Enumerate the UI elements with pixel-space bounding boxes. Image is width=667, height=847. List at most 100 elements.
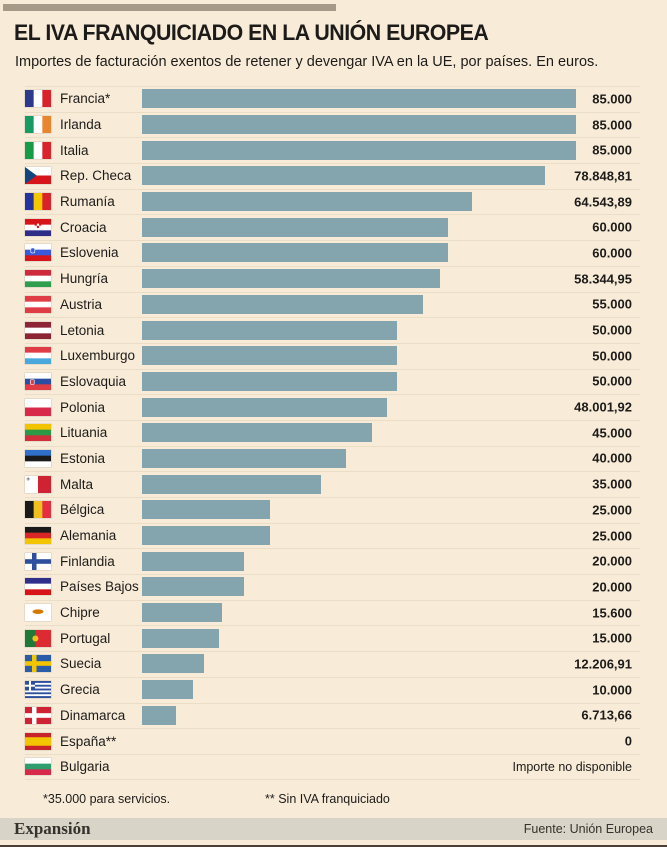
country-label: Finlandia xyxy=(60,553,115,569)
flag-italia-icon xyxy=(25,141,51,159)
bottom-edge-line xyxy=(0,845,667,847)
value-label: 50.000 xyxy=(592,348,632,364)
flag-austria-icon xyxy=(25,295,51,313)
chart-row: Chipre 15.600 xyxy=(0,599,667,626)
value-label: 58.344,95 xyxy=(574,271,632,287)
chart-row: Alemania 25.000 xyxy=(0,522,667,549)
flag-croacia-icon xyxy=(25,218,51,236)
value-bar xyxy=(142,551,245,571)
value-label: 50.000 xyxy=(592,322,632,338)
flag-luxemburgo-icon xyxy=(25,347,51,365)
value-label: 20.000 xyxy=(592,553,632,569)
chart-row: Francia* 85.000 xyxy=(0,86,667,112)
chart-row: Eslovenia 60.000 xyxy=(0,240,667,266)
country-label: Austria xyxy=(60,296,103,312)
bar-track xyxy=(142,371,667,391)
chart-row: Grecia 10.000 xyxy=(0,676,667,703)
chart-row: Rumanía 64.543,89 xyxy=(0,188,667,215)
chart-row: Bulgaria Importe no disponible xyxy=(0,753,667,780)
country-label: Grecia xyxy=(60,682,100,698)
value-bar xyxy=(142,166,545,186)
bar-track xyxy=(142,474,667,494)
footer-bar: Expansión Fuente: Unión Europea xyxy=(0,818,667,840)
chart-row: Italia 85.000 xyxy=(0,137,667,163)
country-label: Eslovaquia xyxy=(60,373,127,389)
source-label: Fuente: Unión Europea xyxy=(523,822,653,836)
value-bar xyxy=(142,654,205,674)
value-bar xyxy=(142,628,219,648)
value-label: 85.000 xyxy=(592,117,632,133)
page-title: EL IVA FRANQUICIADO EN LA UNIÓN EUROPEA xyxy=(14,20,489,45)
country-label: Croacia xyxy=(60,219,107,235)
bar-track xyxy=(142,192,667,212)
bar-track xyxy=(142,115,667,135)
flag-eslovenia-icon xyxy=(25,244,51,262)
country-label: Polonia xyxy=(60,399,106,415)
country-label: Eslovenia xyxy=(60,245,119,261)
value-label: 12.206,91 xyxy=(574,656,632,672)
chart-row: España** 0 xyxy=(0,728,667,754)
flag-dinamarca-icon xyxy=(25,706,51,724)
country-label: Luxemburgo xyxy=(60,348,136,364)
bar-track xyxy=(142,346,667,366)
chart-row: Dinamarca 6.713,66 xyxy=(0,702,667,729)
value-label: 85.000 xyxy=(592,91,632,107)
value-bar xyxy=(142,243,449,263)
footnotes: *35.000 para servicios. ** Sin IVA franq… xyxy=(0,792,667,812)
chart-row: Finlandia 20.000 xyxy=(0,548,667,574)
bar-track xyxy=(142,732,667,751)
value-label: 20.000 xyxy=(592,579,632,595)
value-bar xyxy=(142,371,398,391)
bar-track xyxy=(142,269,667,289)
country-label: Chipre xyxy=(60,605,100,621)
flag-chipre-icon xyxy=(25,604,51,622)
bar-track xyxy=(142,397,667,417)
value-label: 45.000 xyxy=(592,425,632,441)
bar-track xyxy=(142,603,667,623)
country-label: Alemania xyxy=(60,528,117,544)
value-label: 50.000 xyxy=(592,373,632,389)
value-label: 6.713,66 xyxy=(581,707,632,723)
country-label: Hungría xyxy=(60,271,109,287)
country-label: Letonia xyxy=(60,322,105,338)
value-bar xyxy=(142,474,321,494)
value-label: 60.000 xyxy=(592,219,632,235)
value-label: 48.001,92 xyxy=(574,399,632,415)
flag-polonia-icon xyxy=(25,398,51,416)
chart-row: Eslovaquia 50.000 xyxy=(0,368,667,395)
value-bar xyxy=(142,115,576,135)
chart-row: Portugal 15.000 xyxy=(0,625,667,651)
bar-track xyxy=(142,680,667,700)
flag-hungria-icon xyxy=(25,270,51,288)
flag-finlandia-icon xyxy=(25,552,51,570)
page-subtitle: Importes de facturación exentos de reten… xyxy=(15,54,599,70)
country-label: Lituania xyxy=(60,425,108,441)
value-bar xyxy=(142,603,222,623)
value-label: 60.000 xyxy=(592,245,632,261)
bar-track xyxy=(142,526,667,546)
country-label: Francia* xyxy=(60,91,111,107)
bar-track xyxy=(142,166,667,186)
country-label: Bulgaria xyxy=(60,759,110,775)
chart-row: Austria 55.000 xyxy=(0,291,667,318)
flag-estonia-icon xyxy=(25,449,51,467)
flag-rep_checa-icon xyxy=(25,167,51,185)
flag-portugal-icon xyxy=(25,629,51,647)
flag-francia-icon xyxy=(25,90,51,108)
flag-grecia-icon xyxy=(25,681,51,699)
flag-lituania-icon xyxy=(25,424,51,442)
country-label: Bélgica xyxy=(60,502,105,518)
flag-rumania-icon xyxy=(25,193,51,211)
bar-track xyxy=(142,243,667,263)
bar-track xyxy=(142,320,667,340)
country-label: Rep. Checa xyxy=(60,168,132,184)
chart-row: Letonia 50.000 xyxy=(0,317,667,343)
country-label: Dinamarca xyxy=(60,707,126,723)
flag-belgica-icon xyxy=(25,501,51,519)
chart-row: Bélgica 25.000 xyxy=(0,497,667,523)
country-label: Países Bajos xyxy=(60,579,139,595)
value-bar xyxy=(142,346,398,366)
country-label: Suecia xyxy=(60,656,102,672)
top-accent-bar xyxy=(3,4,336,11)
chart-row: Malta 35.000 xyxy=(0,471,667,497)
